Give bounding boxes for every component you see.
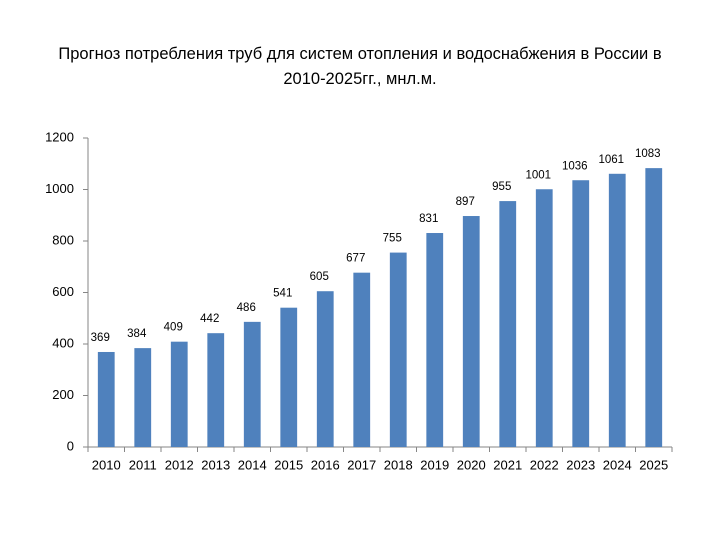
bar: [243, 321, 261, 447]
x-tick-label: 2011: [129, 457, 157, 472]
data-label: 1083: [635, 148, 661, 160]
y-tick-label: 400: [52, 335, 74, 350]
bar: [499, 201, 517, 447]
bar: [207, 333, 225, 447]
bar: [426, 233, 444, 447]
data-label: 955: [492, 181, 511, 193]
x-tick-label: 2021: [493, 457, 522, 472]
x-tick-label: 2020: [457, 457, 486, 472]
data-label: 1001: [525, 169, 551, 181]
y-tick-label: 600: [52, 284, 74, 299]
data-label: 1061: [598, 154, 624, 166]
data-label: 369: [91, 332, 110, 344]
bar: [316, 291, 334, 447]
data-label: 541: [273, 288, 292, 300]
bar: [608, 173, 626, 448]
data-label: 897: [456, 196, 475, 208]
x-tick-label: 2025: [639, 457, 668, 472]
x-tick-label: 2016: [311, 457, 340, 472]
data-label: 409: [164, 322, 183, 334]
data-label: 442: [200, 313, 219, 325]
data-label: 384: [127, 328, 147, 340]
x-tick-label: 2014: [238, 457, 267, 472]
bar: [572, 180, 590, 448]
bar: [170, 341, 188, 447]
data-label: 677: [346, 253, 365, 265]
y-tick-label: 1000: [45, 181, 74, 196]
data-label: 755: [383, 233, 402, 245]
x-tick-label: 2010: [92, 457, 121, 472]
y-tick-label: 1200: [45, 129, 74, 144]
data-label: 486: [237, 302, 256, 314]
x-tick-label: 2024: [603, 457, 632, 472]
bar: [645, 168, 663, 447]
x-tick-label: 2017: [347, 457, 376, 472]
x-tick-label: 2012: [165, 457, 194, 472]
x-tick-label: 2022: [530, 457, 559, 472]
x-tick-label: 2015: [274, 457, 303, 472]
data-label: 831: [419, 213, 438, 225]
chart-title: Прогноз потребления труб для систем отоп…: [58, 45, 662, 88]
bar: [353, 272, 371, 447]
y-tick-label: 200: [52, 387, 74, 402]
y-tick-label: 0: [67, 438, 74, 453]
x-tick-label: 2013: [201, 457, 230, 472]
y-tick-label: 800: [52, 232, 74, 247]
x-tick-label: 2019: [420, 457, 449, 472]
bar: [280, 307, 298, 447]
x-tick-label: 2023: [566, 457, 595, 472]
bar: [134, 348, 152, 447]
bar: [389, 252, 407, 447]
data-label: 1036: [562, 160, 588, 172]
bar: [462, 216, 480, 447]
x-tick-label: 2018: [384, 457, 413, 472]
data-label: 605: [310, 271, 329, 283]
bar: [97, 351, 115, 447]
bar: [535, 189, 553, 447]
